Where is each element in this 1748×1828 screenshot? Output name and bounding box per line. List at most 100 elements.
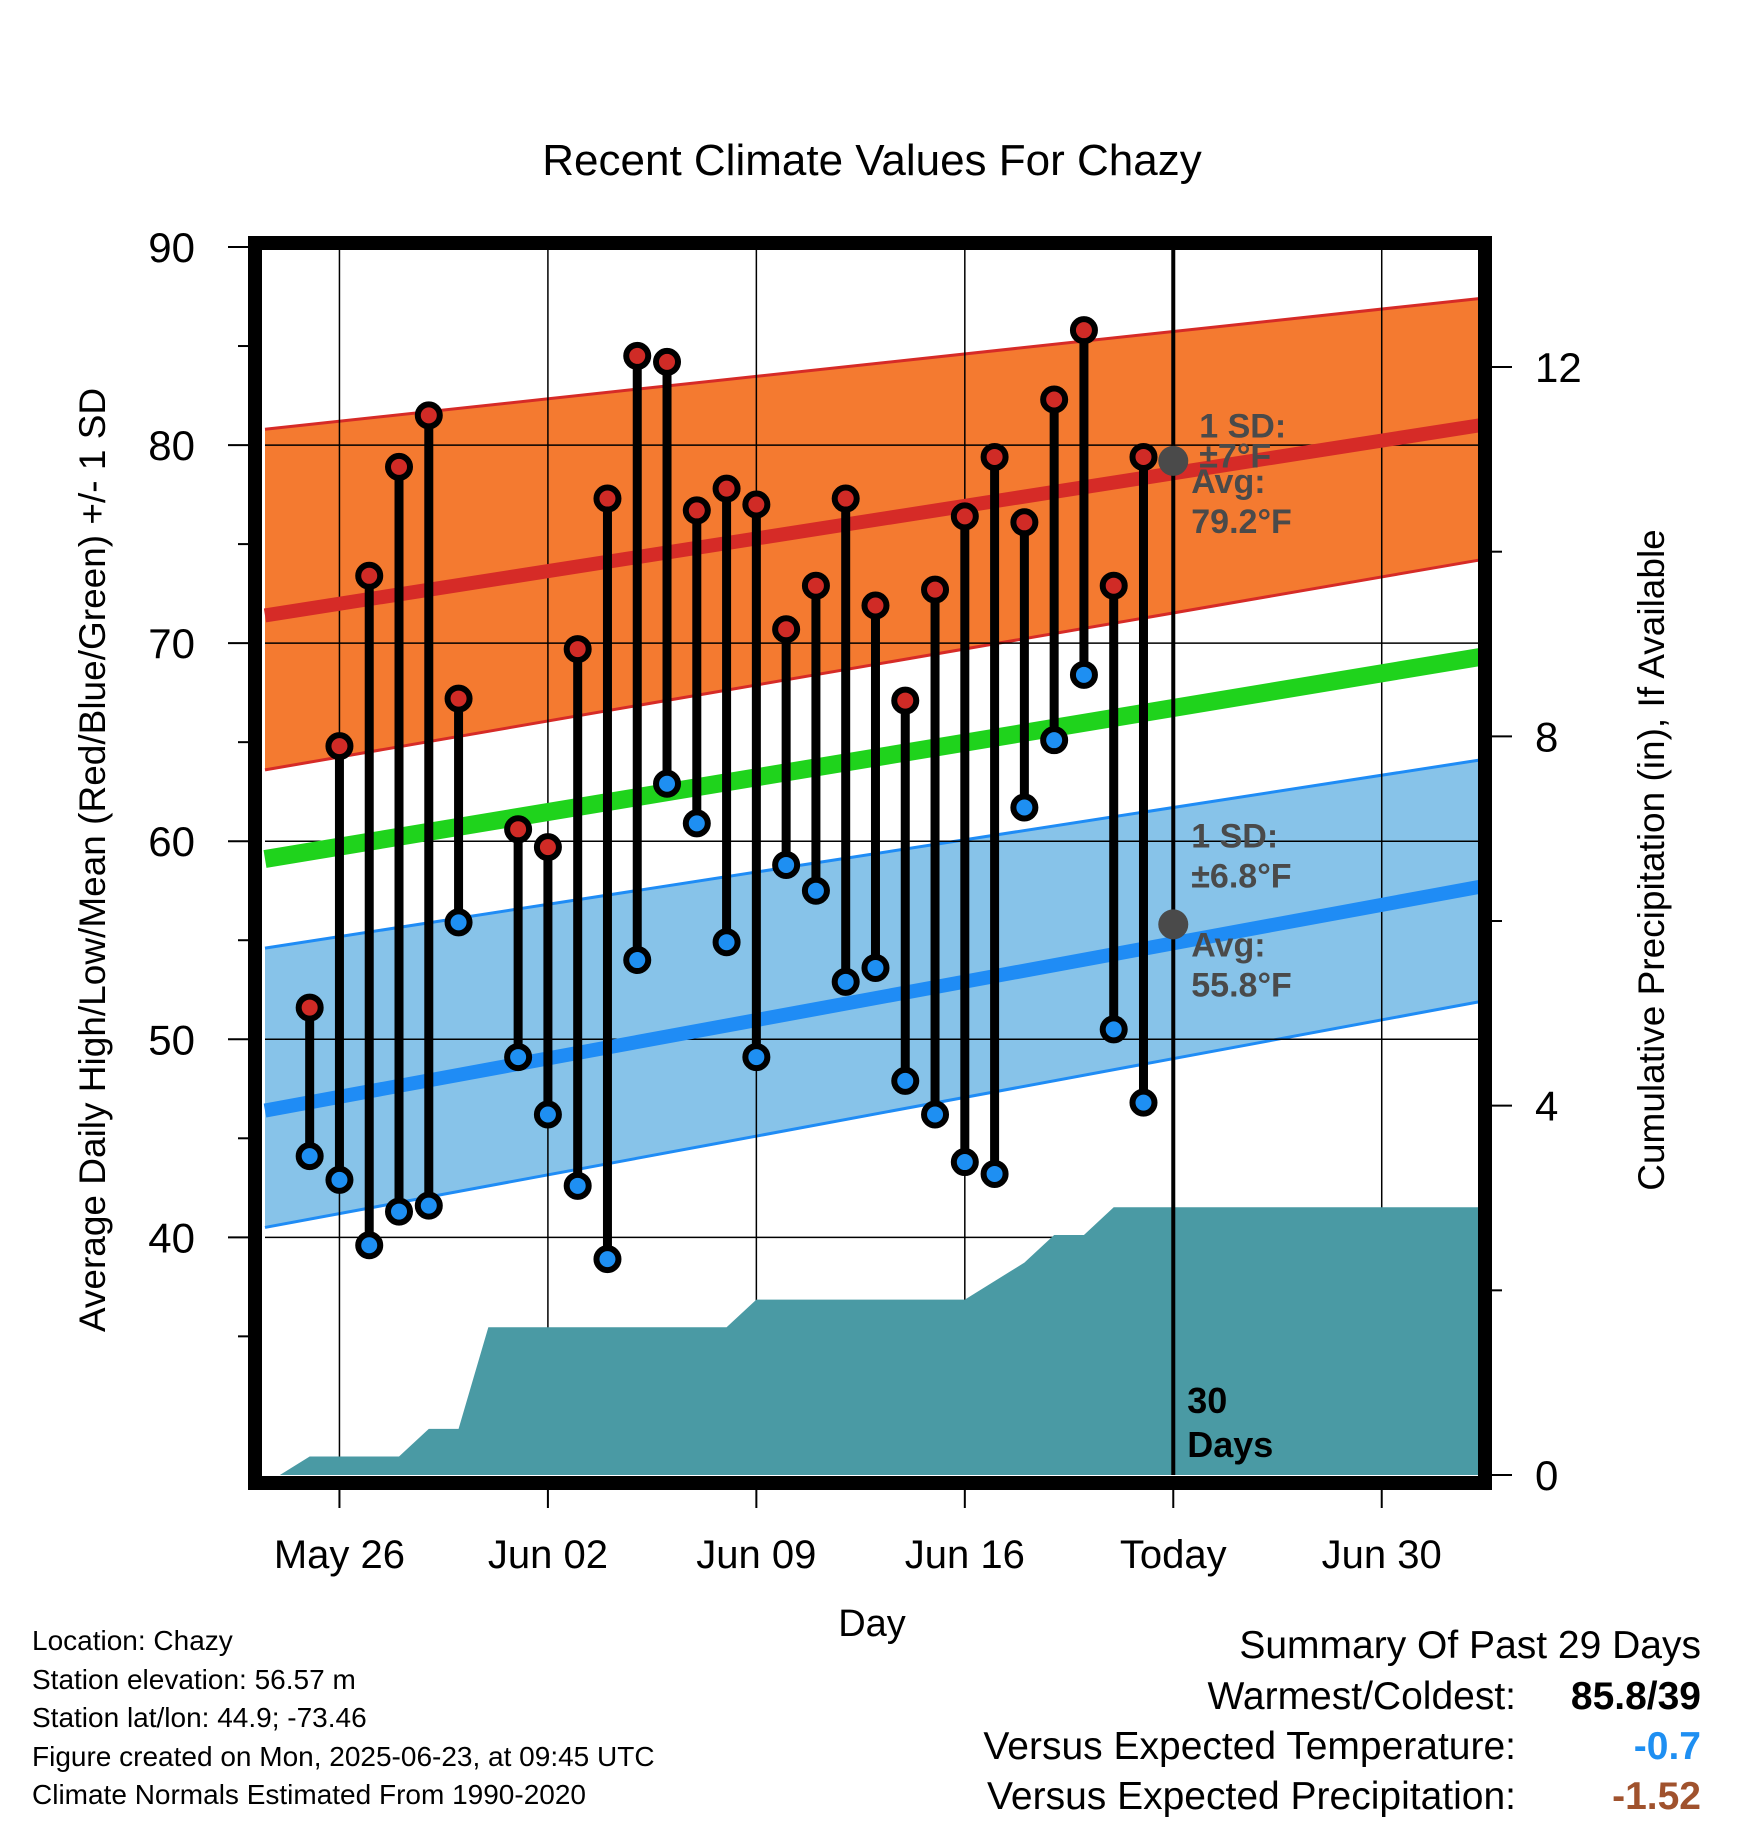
high-sd-label: 1 SD: [1199, 407, 1286, 445]
observed-high-point [801, 571, 830, 600]
y-tick-label: 70 [148, 620, 195, 667]
observed-low-point [921, 1100, 950, 1129]
observed-low-point [653, 769, 682, 798]
observed-low-point [1010, 793, 1039, 822]
temperature-label: Versus Expected Temperature: [983, 1725, 1516, 1768]
x-tick-label: May 26 [274, 1533, 405, 1577]
observed-low-point [831, 967, 860, 996]
y2-tick-label: 12 [1535, 344, 1582, 391]
created-text: Figure created on Mon, 2025-06-23, at 09… [32, 1740, 655, 1772]
warmest-coldest-label: Warmest/Coldest: [1207, 1675, 1516, 1718]
observed-low-point [891, 1066, 920, 1095]
summary-title: Summary Of Past 29 Days [1239, 1624, 1701, 1667]
observed-high-point [563, 635, 592, 664]
low-avg-label: Avg: [1191, 926, 1265, 964]
observed-high-point [325, 732, 354, 761]
x-tick-label: Jun 09 [696, 1533, 816, 1577]
summary-warmest-coldest: Warmest/Coldest: 85.8/39 [983, 1672, 1701, 1722]
plot-frame [248, 236, 1492, 1490]
normal-high-line [263, 418, 1482, 623]
warmest-coldest-value: 85.8/39 [1570, 1675, 1701, 1718]
observed-high-point [355, 561, 384, 590]
observed-low-point [325, 1165, 354, 1194]
observed-low-point [682, 809, 711, 838]
x-tick-label: Today [1120, 1533, 1227, 1577]
observed-high-point [712, 474, 741, 503]
observed-high-point [623, 341, 652, 370]
y2-tick-label: 8 [1535, 713, 1558, 760]
observed-high-point [385, 452, 414, 481]
observed-low-point [563, 1171, 592, 1200]
y-tick-label: 90 [148, 224, 195, 271]
observed-high-point [1099, 571, 1128, 600]
observed-high-point [682, 496, 711, 525]
summary-panel: Summary Of Past 29 Days Warmest/Coldest:… [983, 1620, 1701, 1822]
observed-low-point [950, 1148, 979, 1177]
low-sd-value: ±6.8°F [1191, 857, 1291, 895]
observed-low-point [533, 1100, 562, 1129]
observed-high-point [1040, 385, 1069, 414]
observed-high-point [444, 684, 473, 713]
observed-high-point [891, 686, 920, 715]
x-axis-label: Day [838, 1603, 906, 1645]
observed-low-point [801, 876, 830, 905]
observed-high-point [861, 591, 890, 620]
station-info: Location: Chazy Station elevation: 56.57… [32, 1622, 655, 1815]
today-avg-high-marker [1158, 445, 1189, 476]
observed-high-point [653, 347, 682, 376]
x-tick-label: Jun 16 [905, 1533, 1025, 1577]
temperature-value: -0.7 [1633, 1725, 1701, 1768]
observed-high-point [950, 502, 979, 531]
y-tick-label: 50 [148, 1016, 195, 1063]
y2-tick-label: 0 [1535, 1452, 1558, 1499]
elevation-text: Station elevation: 56.57 m [32, 1663, 356, 1695]
y2-tick-label: 4 [1535, 1083, 1558, 1130]
observed-low-point [980, 1159, 1009, 1188]
observed-high-point [1129, 442, 1158, 471]
observed-low-point [355, 1231, 384, 1260]
low-sd-label: 1 SD: [1191, 817, 1278, 855]
high-avg-value: 79.2°F [1191, 503, 1292, 541]
observed-high-point [533, 833, 562, 862]
window-label-days: Days [1187, 1424, 1273, 1465]
y2-axis-label: Cumulative Precipitation (in), If Availa… [1631, 529, 1672, 1191]
observed-low-point [1129, 1088, 1158, 1117]
observed-high-point [742, 490, 771, 519]
observed-high-point [414, 401, 443, 430]
plot-border [248, 236, 1492, 1490]
x-tick-label: Jun 30 [1322, 1533, 1442, 1577]
observed-low-point [772, 850, 801, 879]
observed-low-point [385, 1197, 414, 1226]
x-tick-label: Jun 02 [488, 1533, 608, 1577]
low-avg-value: 55.8°F [1191, 966, 1292, 1004]
summary-precipitation: Versus Expected Precipitation: -1.52 [983, 1772, 1701, 1822]
observed-low-point [295, 1142, 324, 1171]
observed-low-point [504, 1043, 533, 1072]
y-axis-label: Average Daily High/Low/Mean (Red/Blue/Gr… [72, 388, 113, 1332]
summary-temperature: Versus Expected Temperature: -0.7 [983, 1722, 1701, 1772]
normals-text: Climate Normals Estimated From 1990-2020 [32, 1779, 586, 1810]
window-label-number: 30 [1187, 1380, 1227, 1421]
observed-low-point [1069, 660, 1098, 689]
observed-low-point [623, 946, 652, 975]
observed-low-point [593, 1245, 622, 1274]
observed-low-point [414, 1191, 443, 1220]
observed-low-point [1040, 726, 1069, 755]
location-text: Location: Chazy [32, 1625, 233, 1656]
observed-high-point [831, 484, 860, 513]
high-avg-label: Avg: [1191, 463, 1265, 501]
today-avg-low-marker [1158, 909, 1189, 940]
observed-high-point [980, 442, 1009, 471]
y-tick-label: 60 [148, 818, 195, 865]
y-tick-label: 80 [148, 422, 195, 469]
observed-high-point [1069, 316, 1098, 345]
precipitation-value: -1.52 [1612, 1775, 1701, 1818]
observed-low-point [742, 1043, 771, 1072]
observed-high-point [504, 815, 533, 844]
observed-high-point [593, 484, 622, 513]
high-sd-band-upper-edge [264, 297, 1481, 431]
observed-low-point [712, 928, 741, 957]
observed-high-point [772, 615, 801, 644]
